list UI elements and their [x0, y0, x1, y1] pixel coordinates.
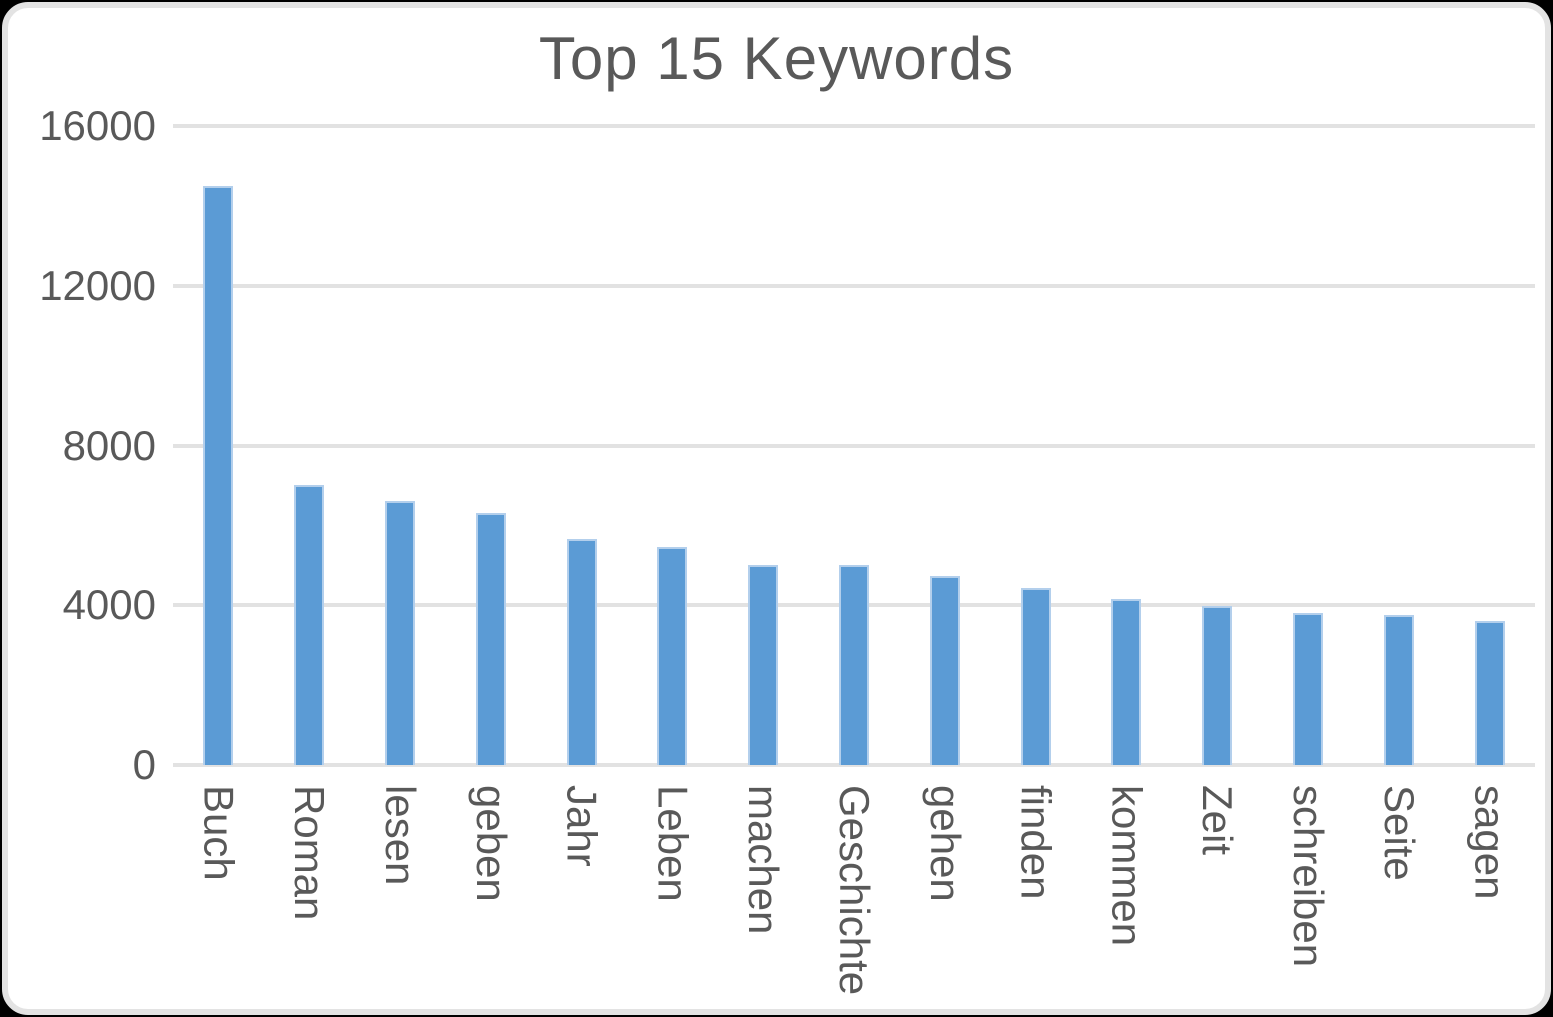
x-tick-label: sagen — [1466, 785, 1514, 900]
x-tick-slot: Seite — [1353, 777, 1444, 1017]
gridline — [173, 283, 1535, 288]
y-tick-label: 8000 — [62, 421, 156, 469]
x-tick-label: lesen — [376, 785, 424, 886]
bar-slot — [1081, 126, 1172, 765]
bar-Roman — [294, 485, 325, 765]
x-tick-slot: Jahr — [536, 777, 627, 1017]
bar-Leben — [657, 547, 688, 765]
bar-slot — [1353, 126, 1444, 765]
bar-slot — [899, 126, 990, 765]
plot-area — [173, 124, 1535, 767]
x-tick-slot: gehen — [899, 777, 990, 1017]
x-tick-label: machen — [740, 785, 788, 935]
y-tick-label: 4000 — [62, 581, 156, 629]
x-tick-slot: lesen — [355, 777, 446, 1017]
x-tick-label: geben — [467, 785, 515, 902]
x-tick-slot: machen — [718, 777, 809, 1017]
y-tick-label: 12000 — [39, 261, 156, 309]
bar-gehen — [929, 576, 960, 765]
bar-sagen — [1474, 621, 1505, 765]
bar-slot — [627, 126, 718, 765]
y-axis-labels: 0 4000 8000 12000 16000 — [8, 102, 156, 788]
x-tick-slot: Zeit — [1172, 777, 1263, 1017]
bar-slot — [445, 126, 536, 765]
y-tick-label: 0 — [132, 741, 156, 788]
x-tick-label: Jahr — [558, 785, 606, 867]
bar-slot — [536, 126, 627, 765]
x-tick-slot: kommen — [1081, 777, 1172, 1017]
x-tick-label: gehen — [921, 785, 969, 902]
gridline — [173, 443, 1535, 448]
x-tick-slot: Roman — [264, 777, 355, 1017]
bar-slot — [264, 126, 355, 765]
bars-container — [173, 126, 1535, 765]
x-tick-label: Roman — [286, 785, 334, 921]
x-tick-slot: Leben — [627, 777, 718, 1017]
bar-slot — [173, 126, 264, 765]
x-tick-label: Seite — [1375, 785, 1423, 881]
bar-lesen — [384, 501, 415, 765]
x-tick-label: finden — [1012, 785, 1060, 900]
x-tick-label: Geschichte — [830, 785, 878, 996]
gridline — [173, 124, 1535, 128]
x-tick-label: Zeit — [1194, 785, 1242, 856]
x-tick-slot: sagen — [1444, 777, 1535, 1017]
bar-slot — [355, 126, 446, 765]
y-tick-label: 16000 — [39, 102, 156, 149]
bar-schreiben — [1292, 613, 1323, 765]
chart-title: Top 15 Keywords — [538, 25, 1015, 92]
x-tick-slot: schreiben — [1263, 777, 1354, 1017]
x-tick-slot: geben — [445, 777, 536, 1017]
x-tick-slot: finden — [990, 777, 1081, 1017]
bar-slot — [1444, 126, 1535, 765]
bar-Jahr — [566, 539, 597, 765]
bar-Seite — [1383, 615, 1414, 765]
bar-slot — [718, 126, 809, 765]
bar-geben — [475, 513, 506, 765]
x-tick-label: schreiben — [1284, 785, 1332, 968]
bar-slot — [1172, 126, 1263, 765]
bar-slot — [990, 126, 1081, 765]
bar-slot — [1263, 126, 1354, 765]
x-tick-label: Buch — [195, 785, 243, 881]
bar-slot — [809, 126, 900, 765]
bar-finden — [1020, 587, 1051, 765]
bar-kommen — [1111, 599, 1142, 765]
x-axis-labels: Buch Roman lesen geben Jahr Leben machen Geschi… — [173, 777, 1535, 1017]
x-tick-slot: Geschichte — [809, 777, 900, 1017]
x-tick-slot: Buch — [173, 777, 264, 1017]
bar-Zeit — [1202, 606, 1233, 765]
bar-Geschichte — [838, 564, 869, 765]
gridline — [173, 763, 1535, 767]
bar-Buch — [203, 185, 234, 765]
bar-machen — [748, 565, 779, 765]
x-tick-label: kommen — [1103, 785, 1151, 947]
x-tick-label: Leben — [649, 785, 697, 902]
